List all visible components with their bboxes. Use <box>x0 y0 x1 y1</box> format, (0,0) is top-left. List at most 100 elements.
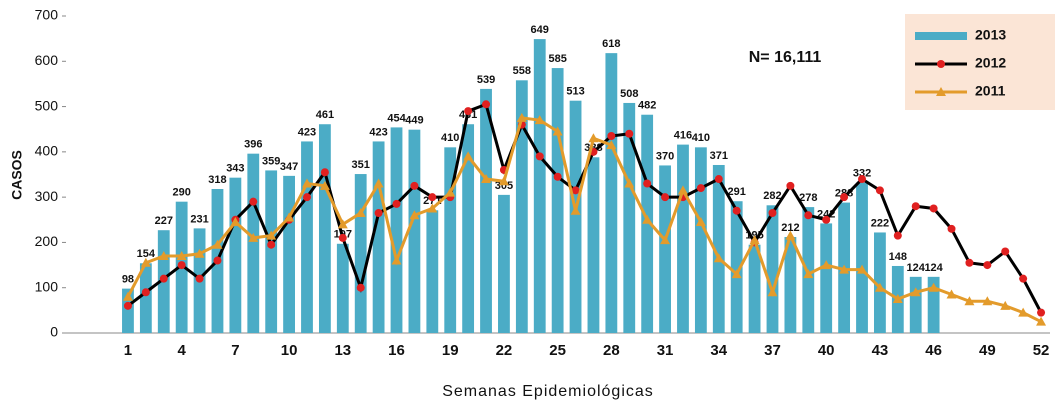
marker <box>1000 300 1011 310</box>
bar <box>247 153 260 333</box>
y-tick-label: 500 <box>35 97 59 113</box>
marker <box>374 208 383 217</box>
data-label: 290 <box>172 187 190 199</box>
marker <box>212 239 223 249</box>
marker <box>874 282 885 292</box>
x-tick-label: 37 <box>764 342 781 359</box>
bar <box>641 114 654 333</box>
bar <box>533 39 546 334</box>
marker <box>267 240 276 249</box>
bar <box>498 194 510 333</box>
marker <box>731 269 742 279</box>
marker <box>732 206 741 215</box>
data-label: 558 <box>513 65 531 77</box>
marker <box>946 289 957 299</box>
marker <box>481 174 492 184</box>
marker <box>1019 274 1028 283</box>
data-label: 148 <box>889 251 907 263</box>
data-label: 513 <box>566 86 584 98</box>
bar <box>623 102 636 333</box>
marker <box>464 107 473 116</box>
marker <box>858 175 867 184</box>
data-label: 124 <box>924 262 943 274</box>
marker <box>571 186 580 195</box>
data-label: 227 <box>155 215 173 227</box>
marker <box>534 115 545 125</box>
marker <box>983 261 992 270</box>
marker <box>606 140 617 150</box>
x-tick-label: 49 <box>979 342 996 359</box>
marker <box>696 184 705 193</box>
marker <box>122 291 133 301</box>
data-label: 416 <box>674 130 692 142</box>
marker <box>643 179 652 188</box>
bar <box>694 147 707 333</box>
marker <box>535 152 544 161</box>
marker <box>928 282 939 292</box>
marker <box>695 217 706 227</box>
marker <box>964 296 975 306</box>
data-label: 351 <box>352 159 370 171</box>
marker <box>338 233 347 242</box>
x-tick-label: 4 <box>177 342 186 359</box>
marker <box>553 172 562 181</box>
data-label: 410 <box>441 132 459 144</box>
marker <box>195 274 204 283</box>
marker <box>767 287 778 297</box>
bar <box>748 244 761 333</box>
data-label: 423 <box>298 126 316 138</box>
marker <box>445 187 456 197</box>
bar <box>318 124 331 334</box>
marker <box>301 178 312 188</box>
marker <box>588 133 599 143</box>
data-label: 291 <box>728 186 746 198</box>
marker <box>822 215 831 224</box>
legend-label: 2011 <box>975 83 1006 99</box>
marker <box>355 207 366 217</box>
data-label: 278 <box>799 192 817 204</box>
marker <box>159 274 168 283</box>
marker <box>410 181 419 190</box>
marker <box>230 217 241 227</box>
marker <box>248 232 259 242</box>
marker <box>302 193 311 202</box>
marker <box>516 112 527 122</box>
marker <box>266 230 277 240</box>
data-label: 124 <box>907 262 926 274</box>
marker <box>141 288 150 297</box>
marker <box>320 168 329 177</box>
y-axis-label: CASOS <box>9 150 25 200</box>
marker <box>660 235 671 245</box>
line <box>126 116 1042 324</box>
bar <box>766 205 779 333</box>
bar <box>390 127 403 333</box>
data-label: 396 <box>244 139 262 151</box>
marker <box>249 197 258 206</box>
marker <box>482 100 491 109</box>
marker <box>428 193 437 202</box>
y-tick-label: 200 <box>35 233 59 249</box>
x-tick-label: 19 <box>442 342 459 359</box>
marker <box>319 180 330 190</box>
bar <box>587 157 600 333</box>
data-label: 649 <box>531 24 549 36</box>
data-label: 305 <box>495 180 513 192</box>
marker <box>624 178 635 188</box>
marker <box>642 214 653 224</box>
bar <box>856 182 868 333</box>
marker <box>607 132 616 141</box>
marker <box>1018 307 1029 317</box>
marker <box>749 235 760 245</box>
bar <box>909 276 922 333</box>
x-tick-label: 10 <box>281 342 298 359</box>
bar <box>229 177 242 333</box>
marker <box>194 248 205 258</box>
data-label: 508 <box>620 88 638 100</box>
x-tick-label: 1 <box>124 342 132 359</box>
data-label: 282 <box>763 190 781 202</box>
y-tick-label: 0 <box>50 324 58 340</box>
marker <box>498 176 509 186</box>
marker <box>409 210 420 220</box>
x-tick-label: 46 <box>925 342 942 359</box>
